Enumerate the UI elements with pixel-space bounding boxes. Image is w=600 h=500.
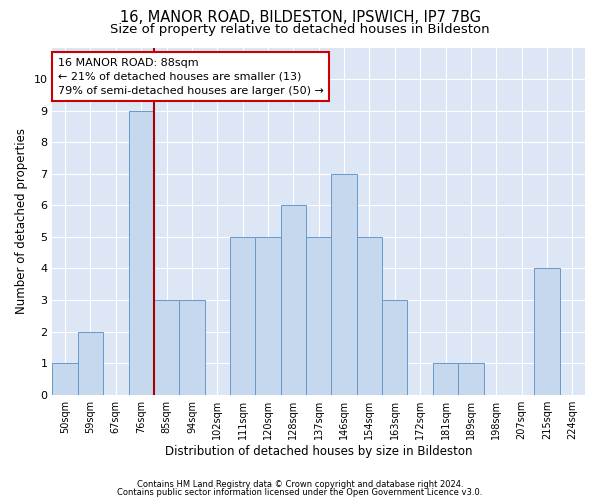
Bar [230, 237, 256, 394]
Bar [331, 174, 357, 394]
Bar [458, 363, 484, 394]
Bar [256, 237, 281, 394]
Text: Size of property relative to detached houses in Bildeston: Size of property relative to detached ho… [110, 22, 490, 36]
Bar [281, 206, 306, 394]
Bar [357, 237, 382, 394]
Bar [128, 110, 154, 395]
Text: 16 MANOR ROAD: 88sqm
← 21% of detached houses are smaller (13)
79% of semi-detac: 16 MANOR ROAD: 88sqm ← 21% of detached h… [58, 58, 323, 96]
X-axis label: Distribution of detached houses by size in Bildeston: Distribution of detached houses by size … [165, 444, 472, 458]
Bar [306, 237, 331, 394]
Bar [154, 300, 179, 394]
Bar [534, 268, 560, 394]
Bar [52, 363, 78, 394]
Bar [179, 300, 205, 394]
Bar [78, 332, 103, 394]
Text: Contains HM Land Registry data © Crown copyright and database right 2024.: Contains HM Land Registry data © Crown c… [137, 480, 463, 489]
Bar [382, 300, 407, 394]
Text: 16, MANOR ROAD, BILDESTON, IPSWICH, IP7 7BG: 16, MANOR ROAD, BILDESTON, IPSWICH, IP7 … [119, 10, 481, 25]
Y-axis label: Number of detached properties: Number of detached properties [15, 128, 28, 314]
Text: Contains public sector information licensed under the Open Government Licence v3: Contains public sector information licen… [118, 488, 482, 497]
Bar [433, 363, 458, 394]
